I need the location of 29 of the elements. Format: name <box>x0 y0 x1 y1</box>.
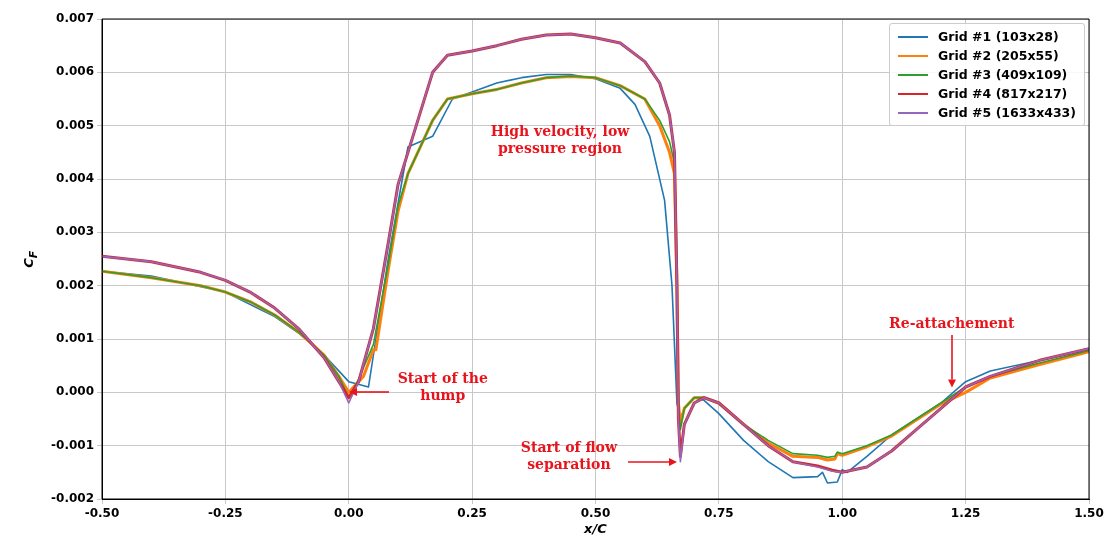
x-tick-label: 0.25 <box>457 506 487 521</box>
legend-label: Grid #5 (1633x433) <box>938 105 1076 120</box>
x-tick-label: 1.25 <box>950 506 981 521</box>
y-tick-label: 0.007 <box>56 11 94 26</box>
legend-label: Grid #1 (103x28) <box>938 29 1059 44</box>
y-tick-label: 0.002 <box>56 277 94 292</box>
x-tick-label: 1.50 <box>1074 506 1104 521</box>
y-tick-label: 0.006 <box>56 64 94 79</box>
x-tick-label: 0.50 <box>580 506 611 521</box>
x-tick-label: 0.75 <box>704 506 734 521</box>
y-tick-label: 0.000 <box>56 384 94 399</box>
y-tick-label: 0.003 <box>56 224 94 239</box>
y-tick-label: 0.001 <box>56 331 94 346</box>
annotation: Start of flow separation <box>519 438 619 473</box>
x-tick-label: -0.50 <box>84 506 120 521</box>
x-tick-label: -0.25 <box>208 506 243 521</box>
y-tick-label: 0.005 <box>56 117 94 132</box>
x-tick-label: 0.00 <box>333 506 364 521</box>
annotation: High velocity, low pressure region <box>490 123 630 157</box>
y-tick-label: -0.001 <box>51 437 94 452</box>
y-tick-label: -0.002 <box>51 491 94 506</box>
x-axis-title: x/C <box>584 521 607 536</box>
annotation: Start of the hump <box>396 370 489 405</box>
y-tick-label: 0.004 <box>56 171 94 186</box>
legend-label: Grid #4 (817x217) <box>938 86 1068 101</box>
annotation: Re-attachement <box>889 314 1015 332</box>
legend-label: Grid #2 (205x55) <box>938 48 1059 63</box>
legend-label: Grid #3 (409x109) <box>938 67 1068 82</box>
x-tick-label: 1.00 <box>827 506 858 521</box>
